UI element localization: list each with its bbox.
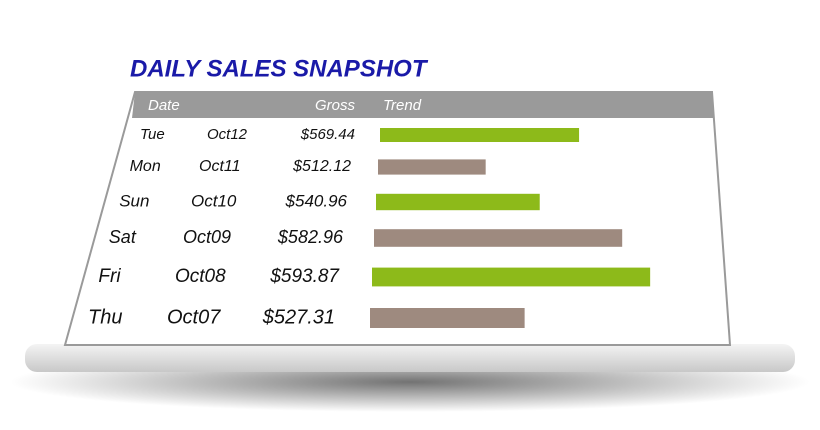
date: Oct08: [175, 266, 226, 287]
title: DAILY SALES SNAPSHOT: [130, 55, 429, 82]
bar: [380, 128, 580, 142]
bar: [376, 193, 540, 211]
gross: $569.44: [300, 126, 355, 143]
day: Sat: [109, 227, 137, 247]
day: Sun: [119, 191, 149, 210]
day: Tue: [140, 126, 165, 143]
base: [25, 344, 795, 372]
gross: $582.96: [277, 227, 344, 247]
day: Mon: [130, 158, 161, 175]
column-header: Gross: [315, 97, 356, 114]
bar: [372, 267, 651, 287]
gross: $527.31: [262, 306, 335, 328]
gross: $593.87: [269, 266, 340, 287]
column-header: Date: [148, 97, 180, 114]
bar: [378, 159, 486, 175]
date: Oct11: [199, 158, 241, 175]
date: Oct10: [191, 191, 237, 210]
day: Thu: [88, 306, 122, 328]
date: Oct12: [207, 126, 248, 143]
gross: $540.96: [285, 191, 348, 210]
column-header: Trend: [383, 97, 422, 114]
date: Oct09: [183, 227, 231, 247]
header-bar: [132, 92, 714, 118]
gross: $512.12: [292, 158, 351, 175]
bar: [370, 308, 525, 328]
date: Oct07: [167, 306, 221, 328]
bar: [374, 229, 623, 247]
day: Fri: [98, 266, 121, 287]
